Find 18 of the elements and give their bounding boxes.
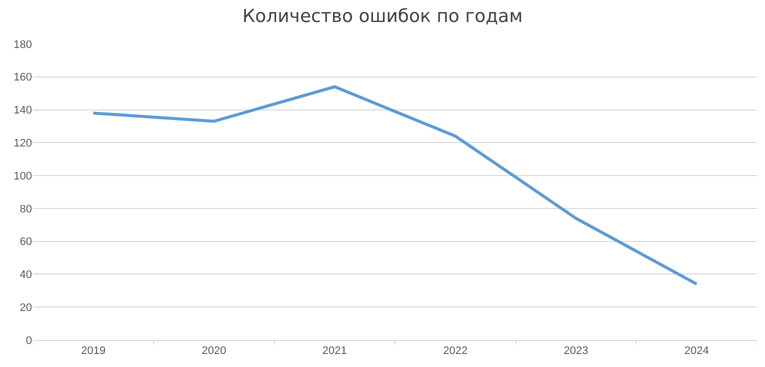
y-tick-label: 180 — [14, 38, 32, 51]
x-tick-label: 2024 — [684, 345, 709, 358]
y-tick-label: 60 — [20, 236, 32, 248]
y-tick-label: 40 — [20, 269, 32, 282]
x-tick-label: 2020 — [202, 345, 226, 358]
x-tick-label: 2021 — [322, 345, 347, 358]
chart-title: Количество ошибок по годам — [242, 6, 523, 27]
line-series — [92, 85, 698, 286]
y-tick-label: 80 — [20, 203, 32, 216]
y-tick-label: 120 — [14, 138, 32, 150]
y-tick-label: 100 — [14, 170, 32, 182]
x-tick-label: 2019 — [81, 345, 106, 358]
x-tick-label: 2023 — [564, 345, 588, 358]
y-tick-label: 160 — [14, 72, 32, 84]
y-tick-label: 20 — [20, 302, 32, 314]
y-tick-label: 140 — [14, 104, 32, 117]
x-tick-label: 2022 — [443, 345, 468, 358]
y-tick-label: 0 — [26, 334, 32, 347]
